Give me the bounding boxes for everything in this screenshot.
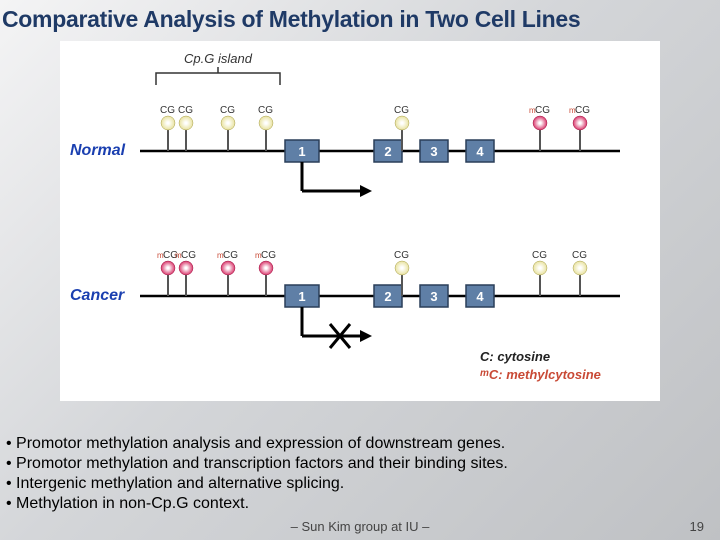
- svg-text:2: 2: [384, 289, 391, 304]
- svg-text:CG: CG: [178, 105, 193, 116]
- svg-text:CG: CG: [160, 105, 175, 116]
- svg-text:1: 1: [298, 289, 305, 304]
- svg-text:1: 1: [298, 144, 305, 159]
- methylation-diagram: Cp.G islandNormal1234CGCGCGCGCGmCGmCGCan…: [60, 41, 660, 401]
- svg-text:2: 2: [384, 144, 391, 159]
- svg-text:4: 4: [476, 289, 484, 304]
- page-number: 19: [690, 519, 704, 534]
- svg-text:CG: CG: [220, 105, 235, 116]
- bullet-item: • Intergenic methylation and alternative…: [6, 474, 508, 494]
- svg-text:Cancer: Cancer: [70, 287, 125, 304]
- svg-text:CG: CG: [575, 105, 590, 116]
- svg-text:CG: CG: [394, 250, 409, 261]
- svg-text:CG: CG: [394, 105, 409, 116]
- svg-text:C: cytosine: C: cytosine: [480, 349, 550, 364]
- bullet-item: • Promotor methylation analysis and expr…: [6, 434, 508, 454]
- bullet-list: • Promotor methylation analysis and expr…: [6, 434, 508, 514]
- svg-text:CG: CG: [535, 105, 550, 116]
- bullet-item: • Methylation in non-Cp.G context.: [6, 494, 508, 514]
- svg-text:3: 3: [430, 289, 437, 304]
- slide-title: Comparative Analysis of Methylation in T…: [0, 0, 720, 33]
- svg-text:4: 4: [476, 144, 484, 159]
- svg-text:Normal: Normal: [70, 142, 126, 159]
- svg-text:CG: CG: [181, 250, 196, 261]
- svg-text:CG: CG: [223, 250, 238, 261]
- svg-text:mC: methylcytosine: mC: methylcytosine: [480, 367, 601, 382]
- credit-line: – Sun Kim group at IU –: [0, 519, 720, 534]
- bullet-item: • Promotor methylation and transcription…: [6, 454, 508, 474]
- svg-text:CG: CG: [532, 250, 547, 261]
- svg-text:Cp.G island: Cp.G island: [184, 51, 253, 66]
- svg-text:CG: CG: [572, 250, 587, 261]
- svg-text:CG: CG: [261, 250, 276, 261]
- svg-text:CG: CG: [258, 105, 273, 116]
- svg-text:3: 3: [430, 144, 437, 159]
